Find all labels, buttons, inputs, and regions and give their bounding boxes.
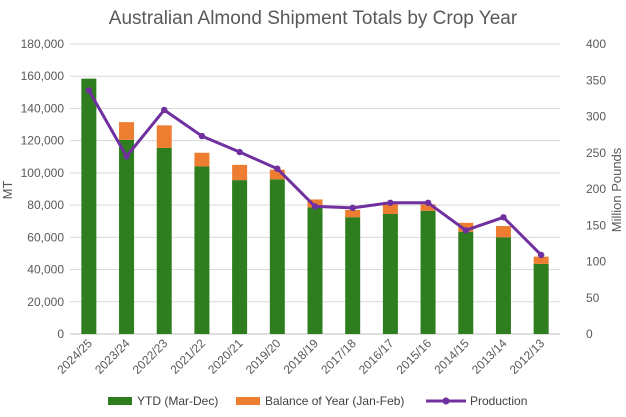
y2-tick-label: 350 xyxy=(586,73,606,87)
x-tick-label: 2014/15 xyxy=(431,336,472,377)
y2-tick-label: 50 xyxy=(586,291,600,305)
x-tick-label: 2020/21 xyxy=(205,336,246,377)
bar-ytd xyxy=(420,210,436,334)
bar-balance xyxy=(420,204,436,211)
y-tick-label: 40,000 xyxy=(27,263,64,277)
bar-balance xyxy=(495,226,511,238)
y2-tick-label: 250 xyxy=(586,146,606,160)
x-tick-label: 2023/24 xyxy=(92,336,133,377)
right-axis-ticks: 0 50 100 150 200 250 300 350 400 xyxy=(586,37,606,341)
bar-balance xyxy=(269,169,285,180)
production-point xyxy=(161,106,168,114)
y-tick-label: 140,000 xyxy=(21,101,65,115)
legend: YTD (Mar-Dec) Balance of Year (Jan-Feb) Pr… xyxy=(108,394,527,408)
x-tick-label: 2015/16 xyxy=(394,336,435,377)
production-point xyxy=(274,165,281,172)
y-tick-label: 100,000 xyxy=(21,166,65,180)
y2-tick-label: 150 xyxy=(586,218,606,232)
y-tick-label: 60,000 xyxy=(27,230,64,244)
x-tick-label: 2013/14 xyxy=(469,336,510,377)
production-point xyxy=(123,153,130,160)
production-point xyxy=(387,199,394,206)
bar-ytd xyxy=(194,166,210,334)
y-tick-label: 180,000 xyxy=(21,37,65,51)
bar-balance xyxy=(119,122,135,140)
bar-balance xyxy=(533,256,549,264)
bar-ytd xyxy=(269,179,285,334)
legend-label-balance: Balance of Year (Jan-Feb) xyxy=(265,394,404,408)
production-line xyxy=(85,87,545,259)
bar-ytd xyxy=(345,217,361,334)
production-point xyxy=(424,199,432,206)
bar-ytd xyxy=(232,180,248,334)
bar-ytd xyxy=(81,78,97,334)
bar-ytd xyxy=(495,237,511,334)
y-tick-label: 0 xyxy=(57,327,64,341)
x-tick-label: 2024/25 xyxy=(54,336,95,377)
bar-balance xyxy=(382,201,398,214)
production-point xyxy=(462,227,469,234)
production-point xyxy=(500,214,507,221)
y-tick-label: 20,000 xyxy=(27,295,64,309)
x-tick-label: 2016/17 xyxy=(356,336,397,377)
y-tick-label: 120,000 xyxy=(21,134,65,148)
x-tick-label: 2018/19 xyxy=(281,336,322,377)
bar-balance xyxy=(156,125,172,148)
production-point xyxy=(85,87,93,94)
x-tick-label: 2019/20 xyxy=(243,336,284,377)
bar-balance xyxy=(194,152,210,167)
bars xyxy=(81,78,549,334)
x-axis-ticks: 2024/252023/242022/232021/222020/212019/… xyxy=(54,336,547,377)
y2-tick-label: 200 xyxy=(586,182,606,196)
y-tick-label: 160,000 xyxy=(21,69,65,83)
bar-balance xyxy=(232,164,248,181)
bar-ytd xyxy=(307,207,323,334)
bar-ytd xyxy=(156,147,172,334)
bar-ytd xyxy=(382,213,398,334)
production-point xyxy=(198,132,206,140)
legend-label-ytd: YTD (Mar-Dec) xyxy=(137,394,218,408)
production-point xyxy=(537,251,545,259)
left-axis-ticks: 0 20,000 40,000 60,000 80,000 100,000 120,000 1… xyxy=(21,37,65,341)
production-point xyxy=(311,203,319,210)
chart-title: Australian Almond Shipment Totals by Cro… xyxy=(109,8,518,29)
y-axis-title: MT xyxy=(0,181,15,200)
legend-swatch-balance xyxy=(236,397,260,405)
legend-marker-production xyxy=(442,397,450,405)
x-tick-label: 2022/23 xyxy=(130,336,171,377)
legend-label-production: Production xyxy=(470,394,527,408)
y2-tick-label: 0 xyxy=(586,327,593,341)
x-tick-label: 2012/13 xyxy=(507,336,548,377)
legend-swatch-ytd xyxy=(108,397,132,405)
y2-axis-title: Million Pounds xyxy=(609,147,624,232)
production-point xyxy=(236,148,243,156)
bar-balance xyxy=(345,209,361,218)
x-tick-label: 2021/22 xyxy=(167,336,208,377)
y-tick-label: 80,000 xyxy=(27,198,64,212)
y2-tick-label: 400 xyxy=(586,37,606,51)
bar-ytd xyxy=(533,263,549,334)
y2-tick-label: 100 xyxy=(586,255,606,269)
y2-tick-label: 300 xyxy=(586,110,606,124)
production-point xyxy=(349,204,356,212)
bar-ytd xyxy=(458,231,474,334)
x-tick-label: 2017/18 xyxy=(318,336,359,377)
bar-ytd xyxy=(119,139,135,334)
